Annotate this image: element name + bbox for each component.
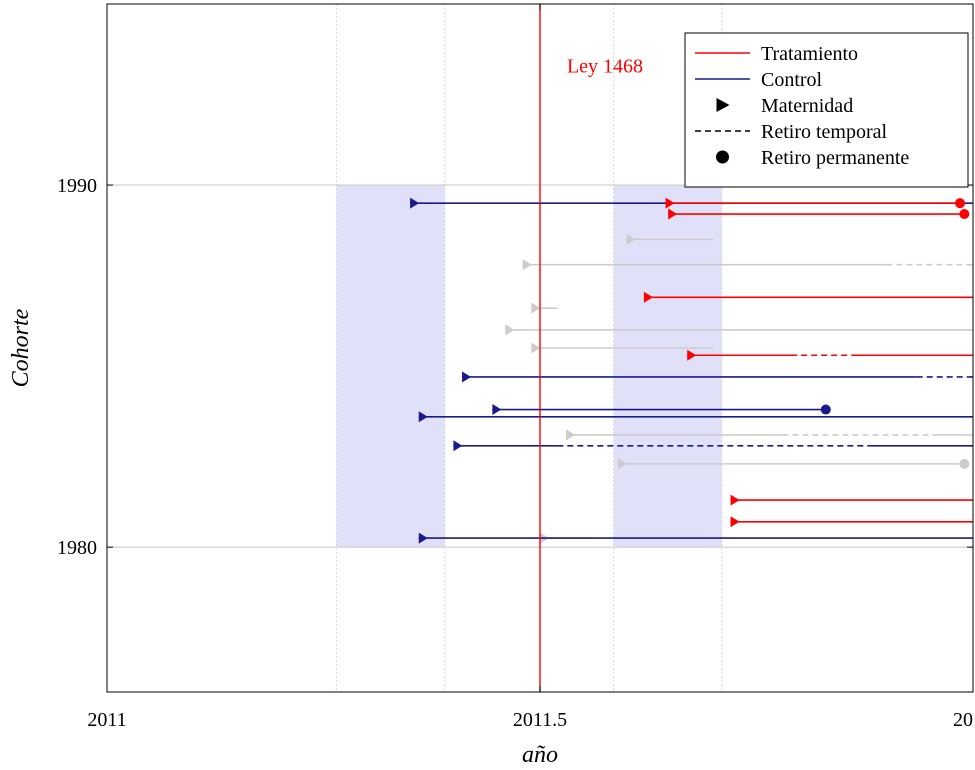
tratamiento-maternity-marker [668, 208, 678, 220]
tratamiento-maternity-marker [687, 349, 697, 361]
legend-swatch-maternidad [716, 98, 730, 112]
shaded-region-1 [613, 185, 722, 548]
legend-label-maternidad: Maternidad [761, 95, 853, 117]
y-tick-label: 1990 [57, 175, 97, 197]
legend-label-retiro-permanente: Retiro permanente [761, 147, 909, 169]
muted-permanent-exit-marker [959, 458, 970, 469]
control-permanent-exit-marker [820, 404, 831, 415]
control-maternity-marker [418, 532, 428, 544]
legend-label-retiro-temporal: Retiro temporal [761, 121, 888, 143]
muted-maternity-marker [617, 458, 627, 470]
muted-maternity-marker [626, 233, 636, 245]
x-tick-label: 2012 [953, 709, 975, 731]
tratamiento-maternity-marker [730, 516, 740, 528]
control-maternity-marker [410, 197, 420, 209]
y-axis-label: Cohorte [8, 308, 34, 387]
control-maternity-marker [462, 371, 472, 383]
muted-maternity-marker [505, 324, 515, 336]
tratamiento-maternity-marker [643, 291, 653, 303]
control-maternity-marker [453, 440, 463, 452]
shaded-regions [336, 185, 722, 548]
law-annotation: Ley 1468 [567, 56, 643, 78]
muted-maternity-marker [531, 302, 541, 314]
shaded-region-0 [336, 185, 445, 548]
x-axis-label: año [522, 742, 558, 768]
muted-maternity-marker [565, 429, 575, 441]
ticks: 2011 2011.5 2012 1980 1990 [57, 4, 975, 731]
legend-label-tratamiento: Tratamiento [761, 43, 858, 65]
control-maternity-marker [418, 411, 428, 423]
legend-swatch-retiro-permanente [716, 150, 729, 164]
tratamiento-permanent-exit-marker [959, 209, 970, 220]
x-tick-label: 2011.5 [513, 709, 567, 731]
muted-maternity-marker [522, 259, 532, 271]
tratamiento-maternity-marker [730, 494, 740, 506]
tratamiento-maternity-marker [665, 197, 675, 209]
y-tick-label: 1980 [57, 537, 97, 559]
tratamiento-permanent-exit-marker [955, 198, 966, 209]
x-tick-label: 2011 [87, 709, 126, 731]
legend-box [684, 32, 969, 188]
legend: Tratamiento Control Maternidad Retiro tempo… [684, 32, 969, 188]
muted-maternity-marker [531, 342, 541, 354]
control-maternity-marker [492, 404, 502, 416]
series-layer [410, 197, 973, 544]
legend-label-control: Control [761, 69, 823, 91]
